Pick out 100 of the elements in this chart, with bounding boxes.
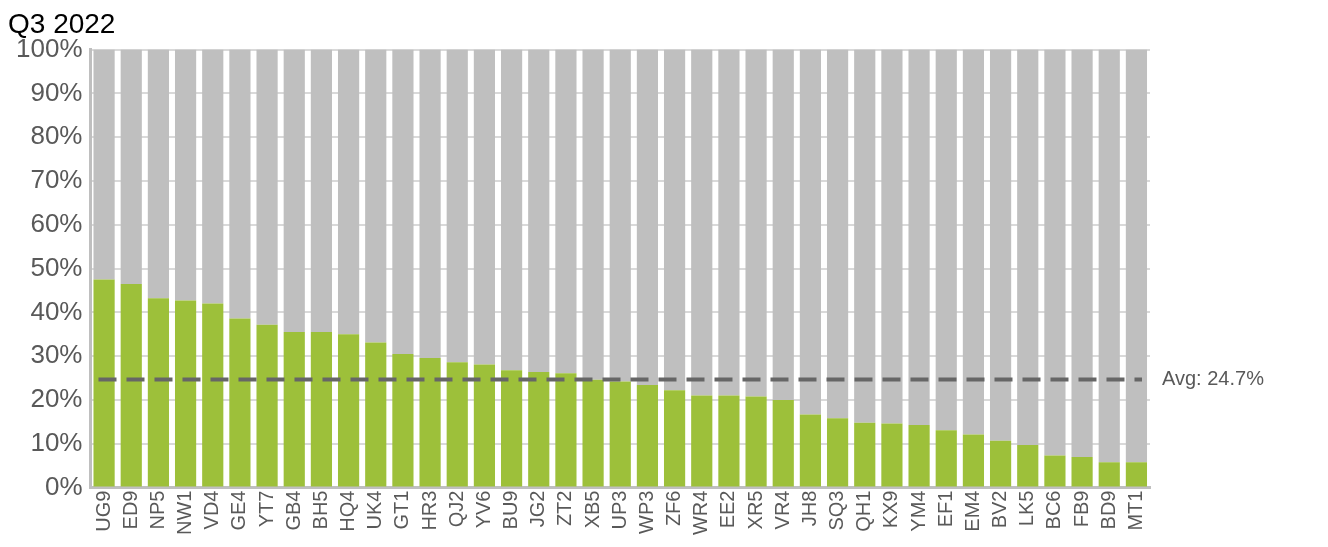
- bar: [365, 49, 387, 343]
- x-tick-label: YV6: [471, 490, 494, 529]
- bar: [1071, 456, 1093, 487]
- bar: [1017, 445, 1039, 487]
- x-tick-label: KX9: [879, 490, 902, 529]
- bar: [1125, 462, 1148, 487]
- bar: [337, 49, 360, 335]
- bar: [419, 49, 441, 358]
- bar: [256, 49, 278, 325]
- bar: [1071, 49, 1093, 457]
- bar: [935, 430, 957, 487]
- x-tick-label: WR4: [689, 490, 712, 536]
- y-tick-label: 0%: [44, 470, 83, 501]
- bar: [691, 49, 713, 396]
- x-tick-label: VD4: [200, 490, 223, 530]
- bar: [419, 357, 441, 487]
- bar: [500, 49, 523, 371]
- x-tick-label: VR4: [770, 490, 793, 530]
- bar: [691, 395, 713, 487]
- bar: [555, 49, 577, 374]
- y-tick-label: 20%: [30, 383, 83, 414]
- bar: [120, 283, 142, 487]
- bar: [718, 395, 740, 487]
- bar: [283, 332, 305, 487]
- x-tick-label: FB9: [1069, 490, 1092, 528]
- bar: [120, 49, 142, 284]
- x-tick-label: LK5: [1015, 490, 1038, 527]
- bar: [826, 49, 849, 419]
- bar: [337, 334, 360, 487]
- bar: [908, 49, 930, 425]
- x-tick-label: UP3: [607, 490, 630, 530]
- bar: [310, 332, 333, 487]
- y-tick-label: 90%: [30, 76, 83, 107]
- y-tick-label: 40%: [30, 295, 83, 326]
- bar: [147, 49, 170, 299]
- y-tick-label: 50%: [30, 251, 83, 282]
- x-tick-label: QH1: [852, 490, 875, 532]
- x-tick-label: JH8: [797, 490, 820, 527]
- x-tick-label: GT1: [390, 490, 413, 530]
- x-tick-label: YM4: [906, 490, 929, 532]
- x-tick-label: HR3: [417, 490, 440, 531]
- bar: [663, 49, 686, 391]
- x-tick-label: EF1: [933, 490, 956, 528]
- bar: [392, 49, 414, 354]
- x-tick-label: EE2: [716, 490, 739, 529]
- x-tick-label: BU9: [499, 490, 522, 530]
- x-tick-label: XB5: [580, 490, 603, 529]
- bar: [229, 318, 251, 487]
- x-tick-label: BH5: [308, 490, 331, 530]
- bar: [1044, 455, 1066, 487]
- bar: [636, 49, 659, 386]
- x-tick-label: WP3: [634, 490, 657, 534]
- bar: [555, 373, 577, 487]
- x-tick-label: BV2: [988, 490, 1011, 529]
- x-tick-label: GB4: [281, 490, 304, 531]
- bar: [392, 353, 414, 487]
- bar: [1098, 49, 1120, 463]
- x-tick-label: ZT2: [553, 490, 576, 527]
- x-tick-label: GE4: [227, 490, 250, 531]
- bar: [446, 49, 468, 363]
- bar: [528, 49, 550, 372]
- x-tick-label: UK4: [363, 490, 386, 530]
- bar: [636, 385, 659, 487]
- bar: [1044, 49, 1066, 456]
- bar: [718, 49, 740, 396]
- bar: [582, 49, 604, 380]
- bar: [962, 49, 985, 435]
- bar: [745, 396, 767, 487]
- bar: [854, 422, 876, 487]
- bar: [854, 49, 876, 423]
- bar: [365, 342, 387, 487]
- bar: [310, 49, 333, 333]
- bar: [528, 371, 550, 487]
- x-tick-label: BD9: [1096, 490, 1119, 530]
- x-tick-label: QJ2: [444, 490, 467, 528]
- bar: [202, 49, 224, 304]
- x-tick-label: UG9: [91, 490, 114, 532]
- x-tick-label: NP5: [145, 490, 168, 530]
- bar: [1125, 49, 1148, 463]
- y-tick-label: 70%: [30, 164, 83, 195]
- bar: [174, 300, 197, 487]
- bar: [256, 324, 278, 487]
- bar: [93, 279, 115, 487]
- bar: [229, 49, 251, 319]
- bar: [283, 49, 305, 333]
- bar: [799, 49, 822, 415]
- bar: [881, 423, 903, 487]
- x-tick-label: NW1: [173, 490, 196, 536]
- y-tick-label: 80%: [30, 120, 83, 151]
- y-tick-label: 30%: [30, 339, 83, 370]
- x-tick-label: JG2: [526, 490, 549, 528]
- bar: [202, 303, 224, 487]
- bar: [446, 362, 468, 487]
- bar: [772, 399, 794, 487]
- x-tick-label: MT1: [1123, 490, 1146, 531]
- bar: [582, 379, 604, 487]
- bar: [1098, 462, 1120, 487]
- bar: [799, 414, 822, 487]
- bar: [473, 49, 496, 365]
- bar: [989, 440, 1012, 487]
